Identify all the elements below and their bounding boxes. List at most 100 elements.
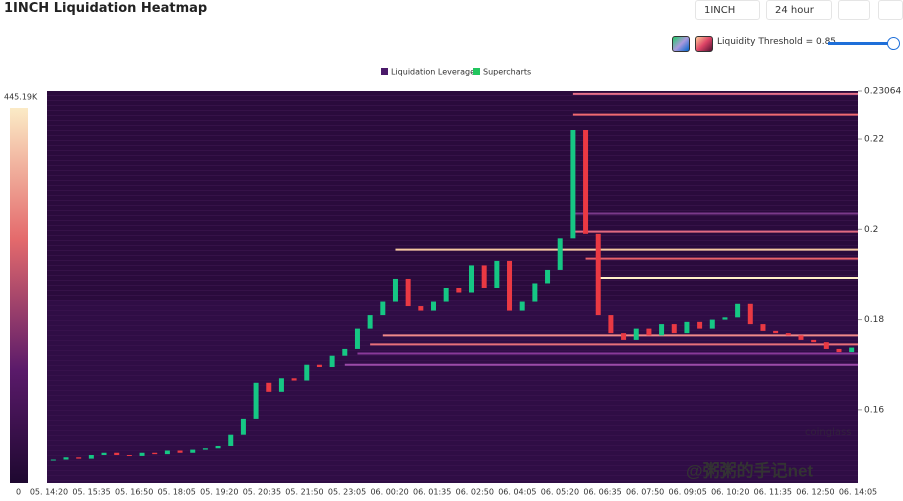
candle xyxy=(240,418,246,435)
candle xyxy=(215,445,221,449)
x-tick-label: 06. 14:05 xyxy=(839,488,877,497)
legend-swatch xyxy=(381,68,388,75)
y-tick-label: 0.16 xyxy=(864,405,884,415)
x-tick-label: 06. 11:35 xyxy=(754,488,792,497)
x-tick-label: 05. 21:50 xyxy=(285,488,323,497)
x-tick-label: 05. 18:05 xyxy=(158,488,196,497)
x-tick-label: 06. 05:20 xyxy=(541,488,579,497)
candle xyxy=(50,459,56,461)
candle xyxy=(101,452,107,456)
candle xyxy=(202,448,208,450)
candle xyxy=(557,238,563,270)
candle xyxy=(583,130,589,234)
title: 1INCH Liquidation Heatmap xyxy=(4,1,208,16)
candle xyxy=(849,347,855,353)
watermark-logo: coinglass xyxy=(805,427,851,438)
candle xyxy=(646,328,652,336)
candle xyxy=(747,303,753,325)
candle xyxy=(798,335,804,340)
range-select[interactable]: 24 hour xyxy=(766,0,832,20)
threshold-slider[interactable] xyxy=(828,42,894,45)
x-tick-label: 06. 09:05 xyxy=(669,488,707,497)
candle xyxy=(278,378,284,392)
candle xyxy=(507,260,513,311)
candle xyxy=(469,265,475,293)
candle xyxy=(773,330,779,334)
candle xyxy=(595,233,601,316)
x-tick-label: 05. 20:35 xyxy=(243,488,281,497)
x-tick-label: 06. 04:05 xyxy=(498,488,536,497)
candle xyxy=(164,450,170,455)
candle xyxy=(291,378,297,381)
heatmap-background xyxy=(47,91,858,483)
candle xyxy=(329,355,335,367)
colorbar-max: 445.19K xyxy=(4,93,38,102)
candle xyxy=(735,303,741,318)
candle xyxy=(126,455,132,457)
candle xyxy=(430,301,436,311)
candle xyxy=(304,364,310,381)
candle xyxy=(709,319,715,329)
candle xyxy=(228,434,234,446)
colorbar xyxy=(10,108,28,483)
threshold-label: Liquidity Threshold = 0.85 xyxy=(717,37,837,47)
candle xyxy=(456,287,462,293)
candle xyxy=(177,450,183,453)
candle xyxy=(367,315,373,329)
candle xyxy=(152,452,158,455)
candle xyxy=(570,130,576,239)
y-tick-label: 0.23064 xyxy=(864,87,901,97)
x-tick-label: 06. 01:35 xyxy=(413,488,451,497)
candle xyxy=(88,455,94,459)
refresh-button[interactable] xyxy=(838,0,870,20)
candle xyxy=(545,269,551,284)
symbol-select[interactable]: 1INCH xyxy=(695,0,760,20)
candle xyxy=(342,348,348,356)
colorbar-min: 0 xyxy=(16,488,21,497)
candle xyxy=(253,382,259,419)
y-tick-label: 0.2 xyxy=(864,225,878,235)
candle xyxy=(380,301,386,316)
candle xyxy=(405,278,411,307)
x-tick-label: 05. 19:20 xyxy=(200,488,238,497)
x-tick-label: 06. 00:20 xyxy=(370,488,408,497)
x-tick-label: 06. 06:35 xyxy=(583,488,621,497)
x-tick-label: 05. 23:05 xyxy=(328,488,366,497)
candle xyxy=(697,321,703,329)
candle xyxy=(519,301,525,311)
color-scheme-green[interactable] xyxy=(672,36,690,52)
candle xyxy=(823,342,829,349)
candle xyxy=(671,324,677,334)
candle xyxy=(76,457,82,459)
candle xyxy=(418,306,424,311)
candle xyxy=(659,324,665,336)
slider-knob[interactable] xyxy=(887,37,900,50)
candle xyxy=(722,317,728,320)
legend-label: Supercharts xyxy=(483,68,531,77)
candle xyxy=(481,265,487,288)
candle xyxy=(63,457,69,460)
candle xyxy=(392,278,398,302)
candle xyxy=(760,324,766,331)
candle xyxy=(494,260,500,288)
watermark-author: @粥粥的手记net xyxy=(686,460,813,480)
color-scheme-red[interactable] xyxy=(695,36,713,52)
candle xyxy=(354,328,360,349)
y-tick-label: 0.18 xyxy=(864,315,884,325)
y-tick-label: 0.22 xyxy=(864,135,884,145)
candle xyxy=(836,348,842,353)
candle xyxy=(633,328,639,340)
x-tick-label: 06. 07:50 xyxy=(626,488,664,497)
candle xyxy=(190,449,196,453)
candle xyxy=(114,452,120,456)
candle xyxy=(316,364,322,367)
candle xyxy=(811,339,817,343)
candle xyxy=(266,382,272,392)
legend-label: Liquidation Leverage xyxy=(391,68,475,77)
candle xyxy=(139,452,145,456)
legend-swatch xyxy=(473,68,480,75)
x-tick-label: 05. 15:35 xyxy=(72,488,110,497)
candle xyxy=(785,333,791,336)
candle xyxy=(621,333,627,340)
